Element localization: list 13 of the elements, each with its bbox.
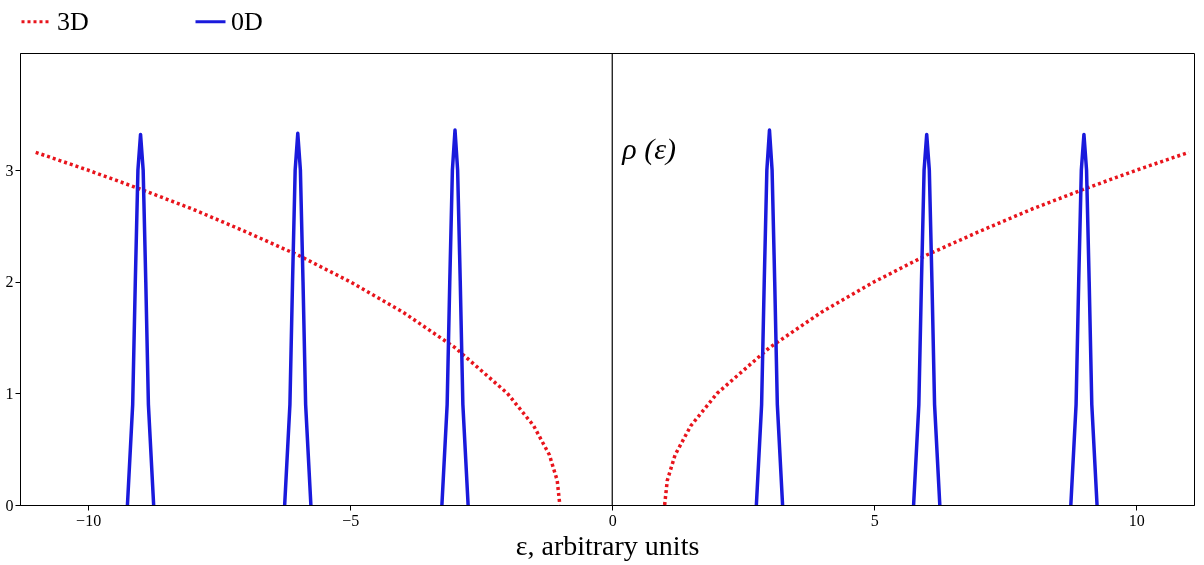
- y-tick-label: 1: [5, 384, 14, 402]
- legend-label: 0D: [231, 6, 263, 36]
- y-tick-label: 0: [5, 496, 14, 514]
- x-tick-label: 5: [870, 511, 879, 529]
- x-tick-label: −10: [76, 511, 102, 529]
- y-tick-label: 2: [5, 273, 14, 291]
- y-tick-label: 3: [5, 161, 14, 179]
- x-tick-label: −5: [342, 511, 360, 529]
- legend-label: 3D: [57, 6, 89, 36]
- x-tick-label: 0: [608, 511, 617, 529]
- x-tick-label: 10: [1128, 511, 1145, 529]
- x-axis-title: ε, arbitrary units: [515, 529, 700, 561]
- y-axis-title: ρ (ε): [621, 132, 676, 167]
